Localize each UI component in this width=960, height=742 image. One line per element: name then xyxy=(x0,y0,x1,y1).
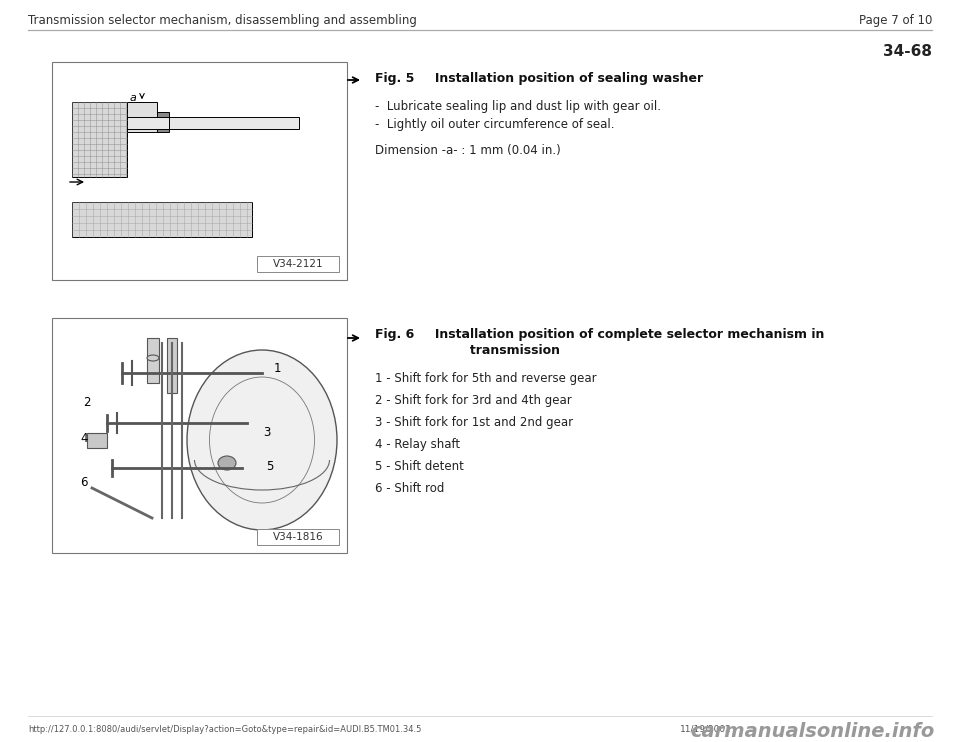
Bar xyxy=(52,62,347,280)
Text: 11/19/2002: 11/19/2002 xyxy=(680,725,732,734)
Ellipse shape xyxy=(218,456,236,470)
Text: 6 - Shift rod: 6 - Shift rod xyxy=(375,482,444,495)
Text: V34-1816: V34-1816 xyxy=(273,532,324,542)
Bar xyxy=(127,102,157,132)
Text: a: a xyxy=(130,93,137,103)
Bar xyxy=(257,529,339,545)
Ellipse shape xyxy=(147,355,159,361)
Bar xyxy=(72,202,252,237)
Ellipse shape xyxy=(187,350,337,530)
Text: 3: 3 xyxy=(263,427,271,439)
Text: http://127.0.0.1:8080/audi/servlet/Display?action=Goto&type=repair&id=AUDI.B5.TM: http://127.0.0.1:8080/audi/servlet/Displ… xyxy=(28,725,421,734)
Text: Installation position of complete selector mechanism in: Installation position of complete select… xyxy=(413,328,825,341)
Text: 2 - Shift fork for 3rd and 4th gear: 2 - Shift fork for 3rd and 4th gear xyxy=(375,394,572,407)
Text: -  Lubricate sealing lip and dust lip with gear oil.: - Lubricate sealing lip and dust lip wit… xyxy=(375,100,661,113)
Text: 3 - Shift fork for 1st and 2nd gear: 3 - Shift fork for 1st and 2nd gear xyxy=(375,416,573,429)
Text: V34-2121: V34-2121 xyxy=(273,259,324,269)
Text: 34-68: 34-68 xyxy=(883,44,932,59)
Text: Fig. 6: Fig. 6 xyxy=(375,328,415,341)
Bar xyxy=(52,318,347,553)
Text: 5: 5 xyxy=(266,459,274,473)
Text: 1: 1 xyxy=(274,361,280,375)
Text: Page 7 of 10: Page 7 of 10 xyxy=(858,14,932,27)
Bar xyxy=(72,102,127,177)
Bar xyxy=(257,256,339,272)
Bar xyxy=(147,338,159,383)
Bar xyxy=(127,117,169,129)
Text: Dimension -a- : 1 mm (0.04 in.): Dimension -a- : 1 mm (0.04 in.) xyxy=(375,144,561,157)
Text: 4 - Relay shaft: 4 - Relay shaft xyxy=(375,438,460,451)
Bar xyxy=(167,338,177,393)
Text: 6: 6 xyxy=(81,476,87,490)
Text: carmanualsonline.info: carmanualsonline.info xyxy=(691,722,935,741)
Bar xyxy=(157,112,169,132)
Text: -  Lightly oil outer circumference of seal.: - Lightly oil outer circumference of sea… xyxy=(375,118,614,131)
Text: Installation position of sealing washer: Installation position of sealing washer xyxy=(413,72,703,85)
Text: transmission: transmission xyxy=(413,344,560,357)
Text: Fig. 5: Fig. 5 xyxy=(375,72,415,85)
Text: 1 - Shift fork for 5th and reverse gear: 1 - Shift fork for 5th and reverse gear xyxy=(375,372,596,385)
Bar xyxy=(169,117,299,129)
Text: 5 - Shift detent: 5 - Shift detent xyxy=(375,460,464,473)
Text: Transmission selector mechanism, disassembling and assembling: Transmission selector mechanism, disasse… xyxy=(28,14,417,27)
Text: 2: 2 xyxy=(84,396,91,410)
Text: 4: 4 xyxy=(81,432,87,444)
Bar xyxy=(87,433,107,448)
